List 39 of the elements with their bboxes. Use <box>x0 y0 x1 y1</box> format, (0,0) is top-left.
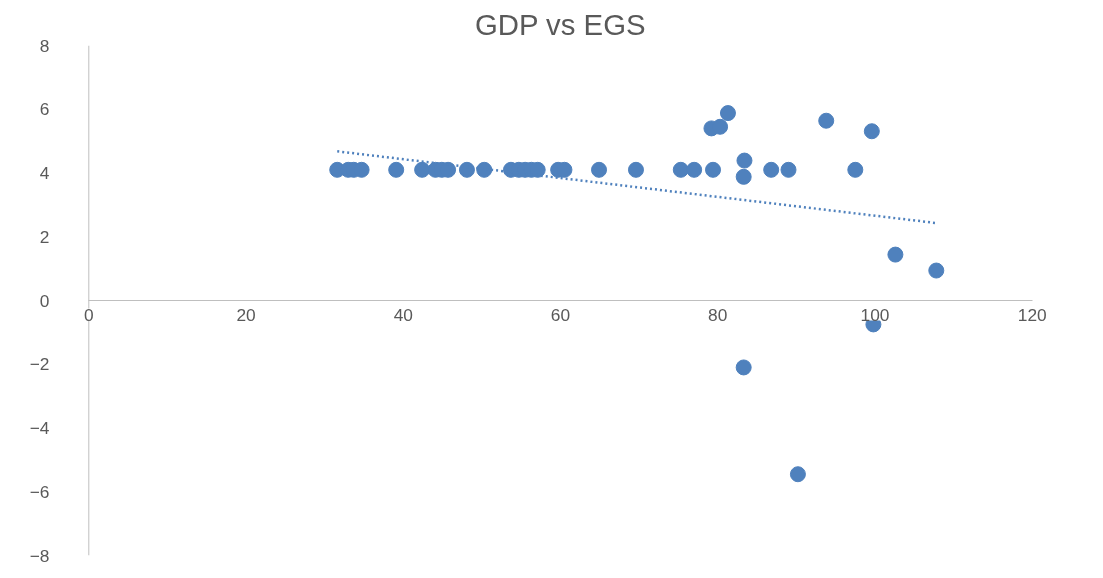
point <box>686 161 703 178</box>
y-tick-label: 6 <box>39 99 50 120</box>
point <box>763 161 780 178</box>
point <box>414 161 431 178</box>
x-tick-label: 0 <box>83 304 94 325</box>
point <box>705 161 722 178</box>
point <box>591 161 608 178</box>
point <box>719 105 736 122</box>
y-tick-label: −8 <box>29 545 50 566</box>
point <box>735 168 752 185</box>
point <box>780 161 797 178</box>
y-tick-label: −4 <box>29 418 50 438</box>
point <box>476 161 493 178</box>
point <box>735 359 752 376</box>
chart-title: GDP vs EGS <box>474 7 646 41</box>
point <box>736 152 753 169</box>
y-tick-label: 2 <box>39 226 50 247</box>
point <box>458 161 475 178</box>
x-tick-label: 20 <box>236 304 256 325</box>
point <box>887 246 904 263</box>
point <box>627 161 644 178</box>
x-tick-label: 120 <box>1017 304 1047 325</box>
x-tick-label: 100 <box>860 304 890 325</box>
y-tick-label: 4 <box>39 163 50 183</box>
y-tick-label: 8 <box>39 35 50 56</box>
point <box>672 161 689 178</box>
point <box>388 161 405 178</box>
x-tick-label: 60 <box>550 304 571 325</box>
point <box>863 123 880 140</box>
x-tick-label: 80 <box>708 304 728 325</box>
y-tick-label: −6 <box>29 481 50 502</box>
point <box>712 118 729 135</box>
point <box>847 161 864 178</box>
point <box>789 466 806 483</box>
point <box>928 262 945 279</box>
y-tick-label: −2 <box>29 354 50 375</box>
y-tick-label: 0 <box>39 290 50 311</box>
x-tick-label: 40 <box>393 304 413 325</box>
point <box>818 112 835 129</box>
